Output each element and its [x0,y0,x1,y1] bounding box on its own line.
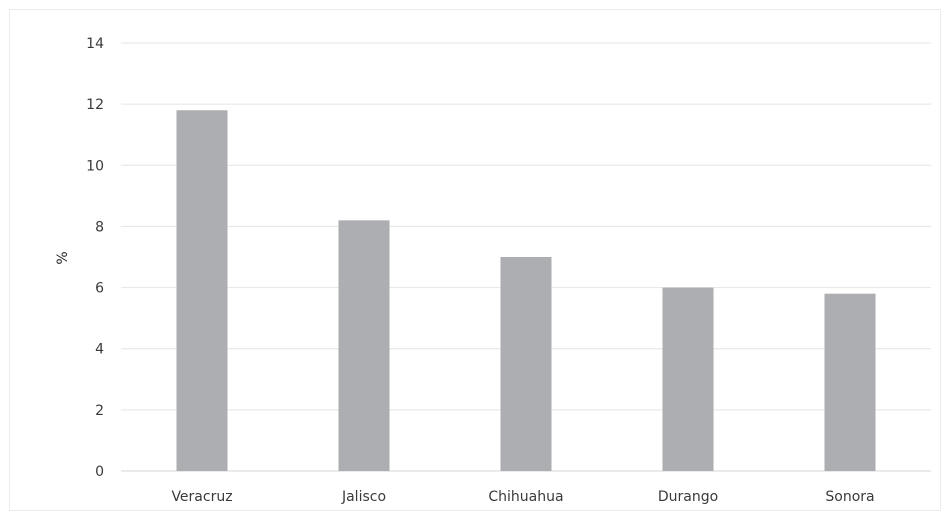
x-tick-label: Durango [658,489,718,505]
y-tick-label: 10 [86,158,104,174]
x-tick-label: Chihuahua [488,489,563,505]
x-tick-label: Jalisco [341,489,386,505]
chart-frame [9,9,941,511]
y-tick-label: 2 [95,403,104,419]
gridlines [121,42,931,472]
y-tick-label: 14 [86,36,104,52]
y-tick-label: 0 [95,464,104,480]
bar-sonora [824,293,876,471]
x-tick-label: Sonora [825,489,874,505]
y-tick-labels: 0 2 4 6 8 10 12 14 [86,36,104,480]
x-tick-labels: Veracruz Jalisco Chihuahua Durango Sonora [171,489,874,505]
y-tick-label: 4 [95,342,104,358]
bars [176,110,876,471]
x-tick-label: Veracruz [171,489,232,505]
y-axis-title: % [55,251,71,264]
y-tick-label: 12 [86,97,104,113]
y-tick-label: 6 [95,281,104,297]
bar-jalisco [338,220,390,471]
bar-veracruz [176,110,228,471]
y-tick-label: 8 [95,219,104,235]
bar-durango [662,287,714,471]
bar-chihuahua [500,257,552,471]
